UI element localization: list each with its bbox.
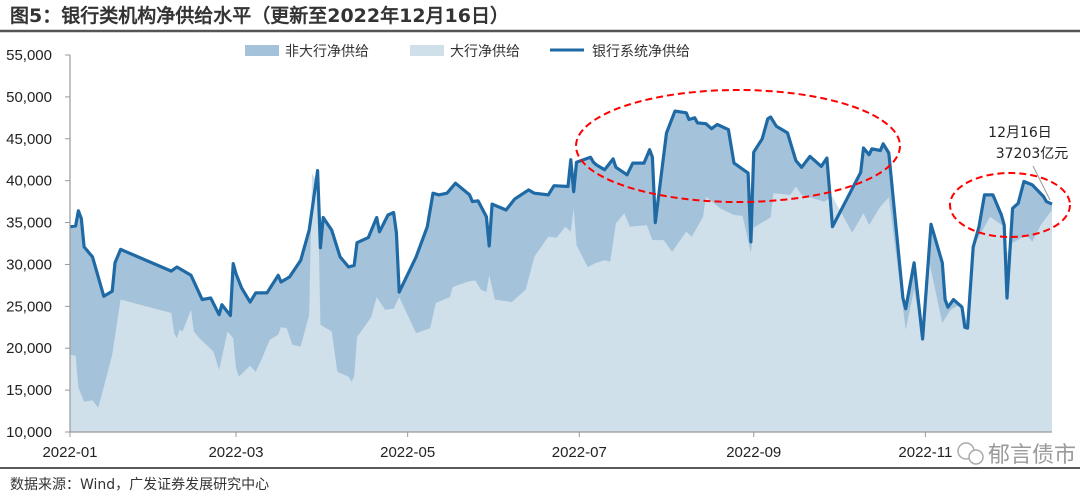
- big-bank-area: [70, 173, 1052, 432]
- y-tick-label: 15,000: [6, 382, 52, 399]
- y-tick-label: 25,000: [6, 298, 52, 315]
- y-tick-label: 35,000: [6, 215, 52, 232]
- watermark: 郁言债市: [957, 442, 1076, 468]
- y-tick-label: 50,000: [6, 89, 52, 106]
- y-tick-label: 20,000: [6, 340, 52, 357]
- legend-swatch-big: [410, 45, 444, 56]
- total-supply-line: [69, 109, 1053, 341]
- x-tick-label: 2022-01: [42, 444, 97, 461]
- x-tick-label: 2022-03: [208, 444, 263, 461]
- x-tick-label: 2022-11: [898, 444, 952, 461]
- figure-title: 图5：银行类机构净供给水平（更新至2022年12月16日）: [10, 4, 509, 27]
- y-tick-label: 30,000: [6, 256, 52, 273]
- axes: 10,000 15,000 20,000 25,000 30,000 35,000 40,0…: [6, 47, 1052, 461]
- y-tick-label: 55,000: [6, 47, 52, 64]
- y-tick-label: 10,000: [6, 424, 52, 441]
- x-tick-label: 2022-09: [726, 444, 781, 461]
- legend-label-big: 大行净供给: [450, 44, 520, 60]
- watermark-text: 郁言债市: [988, 443, 1076, 468]
- plot-area: [69, 109, 1053, 432]
- source-note: 数据来源：Wind，广发证券发展研究中心: [10, 477, 269, 493]
- legend-label-non-big: 非大行净供给: [285, 44, 369, 60]
- annotation-date: 12月16日: [988, 125, 1052, 141]
- y-tick-label: 45,000: [6, 131, 52, 148]
- legend: 非大行净供给 大行净供给 银行系统净供给: [245, 44, 690, 60]
- legend-label-total: 银行系统净供给: [592, 44, 690, 60]
- highlight-ellipse-nov-dec: [949, 172, 1071, 238]
- annotation-leader: [1032, 165, 1051, 201]
- annotation-value: 37203亿元: [996, 146, 1069, 162]
- x-tick-label: 2022-05: [380, 444, 435, 461]
- highlight-ellipse-jul-oct: [575, 89, 901, 203]
- y-tick-label: 40,000: [6, 173, 52, 190]
- legend-swatch-non-big: [245, 45, 279, 56]
- x-tick-label: 2022-07: [552, 444, 607, 461]
